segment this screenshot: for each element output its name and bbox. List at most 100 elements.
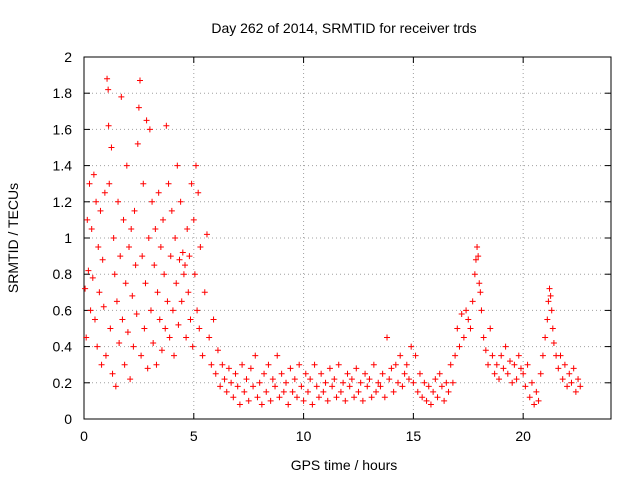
data-point <box>401 370 408 377</box>
data-point <box>201 289 208 296</box>
data-point <box>289 388 296 395</box>
data-point <box>177 198 184 205</box>
data-point <box>342 397 349 404</box>
data-point <box>524 361 531 368</box>
x-tick-label: 20 <box>515 428 531 444</box>
data-point <box>88 225 95 232</box>
data-point <box>128 225 135 232</box>
data-point <box>206 334 213 341</box>
data-point <box>161 271 168 278</box>
data-point <box>182 262 189 269</box>
data-point <box>197 244 204 251</box>
data-point <box>467 325 474 332</box>
data-point <box>304 388 311 395</box>
data-point <box>498 352 505 359</box>
data-point <box>513 376 520 383</box>
data-point <box>373 388 380 395</box>
data-point <box>566 370 573 377</box>
data-point <box>337 388 344 395</box>
data-point <box>265 361 272 368</box>
data-point <box>359 397 366 404</box>
y-tick-label: 1 <box>64 230 72 246</box>
data-point <box>274 352 281 359</box>
data-point <box>564 383 571 390</box>
data-point <box>379 370 386 377</box>
data-point <box>145 235 152 241</box>
plot-frame <box>83 56 612 420</box>
data-point <box>234 383 241 390</box>
data-point <box>149 198 156 205</box>
data-point <box>142 280 149 287</box>
data-point <box>366 376 373 383</box>
data-point <box>509 379 516 386</box>
data-point <box>139 253 146 260</box>
data-point <box>465 316 472 323</box>
data-point <box>272 383 279 390</box>
data-point <box>307 376 314 383</box>
data-point <box>102 352 109 359</box>
data-point <box>410 379 417 386</box>
data-point <box>430 388 437 395</box>
data-point <box>425 383 432 390</box>
data-point <box>94 343 101 350</box>
grid-lines <box>84 57 611 419</box>
data-point <box>84 216 91 223</box>
data-point <box>436 370 443 377</box>
data-point <box>577 383 584 390</box>
data-point <box>549 325 556 332</box>
data-point <box>97 207 104 214</box>
data-point <box>528 379 535 386</box>
data-point <box>517 365 524 372</box>
data-point <box>449 379 456 386</box>
data-point <box>136 77 143 84</box>
data-point <box>572 388 579 395</box>
data-point <box>475 253 482 260</box>
data-point <box>106 180 113 187</box>
data-point <box>101 189 108 196</box>
data-point <box>146 126 153 133</box>
data-point <box>291 376 298 383</box>
data-point <box>458 311 465 318</box>
data-point <box>239 361 246 368</box>
data-point <box>313 383 320 390</box>
data-point <box>219 361 226 368</box>
data-point <box>158 347 165 354</box>
data-point <box>485 361 492 368</box>
data-point <box>370 361 377 368</box>
data-point <box>329 383 336 390</box>
data-point <box>546 285 553 292</box>
data-point <box>143 117 150 124</box>
data-point <box>187 316 194 323</box>
data-point <box>515 352 522 359</box>
data-point <box>474 244 481 251</box>
x-tick-label: 15 <box>406 428 422 444</box>
data-point <box>174 162 181 169</box>
y-tick-label: 1.6 <box>53 121 73 137</box>
data-point <box>124 329 131 336</box>
data-point <box>480 334 487 341</box>
data-point <box>203 231 210 238</box>
data-point <box>568 379 575 386</box>
data-point <box>123 162 130 169</box>
data-point <box>421 379 428 386</box>
data-point <box>434 394 441 401</box>
data-point <box>489 352 496 359</box>
data-point <box>180 271 187 278</box>
data-point <box>167 253 174 260</box>
data-point <box>496 376 503 383</box>
data-point <box>478 307 485 314</box>
data-point <box>86 180 93 187</box>
data-point <box>362 370 369 377</box>
data-point <box>438 383 445 390</box>
data-point <box>117 253 124 260</box>
data-point <box>491 370 498 377</box>
data-point <box>109 370 116 377</box>
data-point <box>133 311 140 318</box>
data-point <box>119 316 126 323</box>
data-point <box>384 334 391 341</box>
data-point <box>127 376 134 383</box>
data-point <box>390 388 397 395</box>
data-point <box>561 361 568 368</box>
data-point <box>152 225 159 232</box>
data-point <box>315 394 322 401</box>
